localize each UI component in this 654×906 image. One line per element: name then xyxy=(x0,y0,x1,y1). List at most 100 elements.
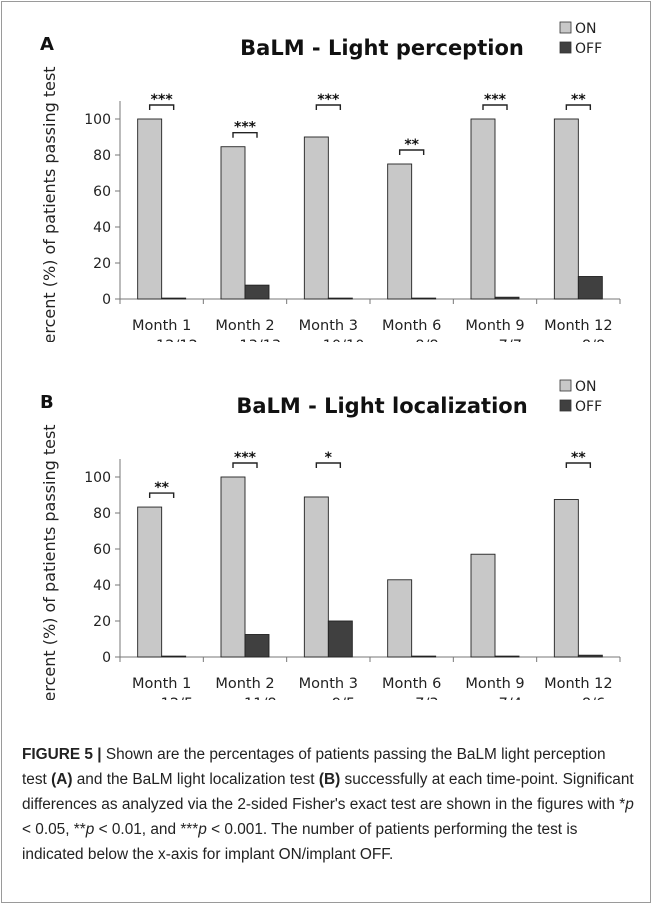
bar-on-month-12 xyxy=(553,499,579,658)
legend-label-off: OFF xyxy=(575,41,602,57)
legend-swatch-off xyxy=(559,41,572,54)
legend-label-on: ON xyxy=(575,21,597,37)
y-tick-label: 20 xyxy=(93,256,111,272)
x-category-label: Month 9 xyxy=(465,318,524,334)
significance-bracket xyxy=(315,104,342,110)
panel-letter: B xyxy=(40,392,54,413)
x-category-label: Month 2 xyxy=(215,318,274,334)
significance-bracket xyxy=(148,104,175,110)
y-axis-label: Percent (%) of patients passing test xyxy=(40,66,59,342)
significance-marker: ** xyxy=(154,480,169,496)
x-category-label: Month 1 xyxy=(132,318,191,334)
panel-b-chart: B BaLM - Light localization ON OFF Percent (… xyxy=(40,379,621,700)
significance-marker: *** xyxy=(234,450,257,466)
significance-marker: *** xyxy=(484,92,507,108)
bar-on-month-12 xyxy=(553,118,579,300)
significance-marker: ** xyxy=(404,137,419,153)
y-tick-label: 0 xyxy=(102,650,111,666)
bar-off-month-12 xyxy=(577,276,603,300)
x-category-label: Month 2 xyxy=(215,676,274,692)
x-category-label: Month 3 xyxy=(299,676,358,692)
x-n-label: n = 10/10 xyxy=(292,338,364,342)
significance-marker: *** xyxy=(317,92,340,108)
y-tick-label: 20 xyxy=(93,614,111,630)
bar-on-month-6 xyxy=(387,163,413,300)
y-tick-label: 0 xyxy=(102,292,111,308)
x-n-label: n = 12/12 xyxy=(125,338,197,342)
significance-bracket xyxy=(315,462,342,468)
x-n-label: n = 8/8 xyxy=(385,338,439,342)
x-category-label: Month 9 xyxy=(465,676,524,692)
y-axis-label: Percent (%) of patients passing test xyxy=(40,424,59,700)
y-tick-label: 80 xyxy=(93,148,111,164)
x-category-label: Month 6 xyxy=(382,318,441,334)
significance-bracket xyxy=(232,462,258,468)
bar-on-month-2 xyxy=(220,146,246,300)
significance-marker: ** xyxy=(571,450,586,466)
legend-label-off: OFF xyxy=(575,399,602,415)
chart-title: BaLM - Light perception xyxy=(240,36,524,60)
legend-swatch-on xyxy=(559,379,572,392)
bar-off-month-9 xyxy=(494,655,520,658)
significance-marker: ** xyxy=(571,92,586,108)
x-n-label: n = 12/5 xyxy=(130,696,193,700)
x-n-label: n = 11/8 xyxy=(213,696,276,700)
panel-letter: A xyxy=(40,34,54,55)
significance-bracket xyxy=(148,492,175,499)
y-tick-label: 40 xyxy=(93,220,111,236)
bar-on-month-9 xyxy=(470,118,496,300)
bar-off-month-3 xyxy=(327,620,353,658)
significance-marker: * xyxy=(325,450,333,466)
bar-on-month-3 xyxy=(303,136,329,300)
significance-bracket xyxy=(398,149,425,155)
x-category-label: Month 12 xyxy=(544,318,613,334)
panel-a-chart: A BaLM - Light perception ON OFF Percent (%)… xyxy=(40,21,621,342)
x-n-label: n = 7/7 xyxy=(468,338,522,342)
caption-label: FIGURE 5 | xyxy=(22,746,102,763)
x-category-label: Month 6 xyxy=(382,676,441,692)
y-tick-label: 100 xyxy=(84,470,111,486)
x-n-label: n = 7/3 xyxy=(385,696,439,700)
x-n-label: n = 9/5 xyxy=(301,696,355,700)
bar-off-month-6 xyxy=(411,297,437,300)
bar-off-month-6 xyxy=(411,655,437,658)
significance-marker: *** xyxy=(234,120,257,136)
x-n-label: n = 8/8 xyxy=(551,338,605,342)
bar-on-month-2 xyxy=(220,476,246,658)
significance-bracket xyxy=(565,104,592,110)
bar-on-month-9 xyxy=(470,553,496,658)
y-tick-label: 100 xyxy=(84,112,111,128)
y-tick-label: 60 xyxy=(93,184,111,200)
x-category-label: Month 3 xyxy=(299,318,358,334)
bar-on-month-1 xyxy=(137,118,163,300)
significance-marker: *** xyxy=(151,92,174,108)
significance-bracket xyxy=(565,462,592,468)
bar-on-month-3 xyxy=(303,496,329,658)
figure-caption: FIGURE 5 | Shown are the percentages of … xyxy=(22,742,634,867)
bar-off-month-2 xyxy=(244,284,270,300)
x-category-label: Month 1 xyxy=(132,676,191,692)
bar-off-month-1 xyxy=(161,655,187,658)
x-n-label: n = 8/6 xyxy=(551,696,605,700)
y-tick-label: 40 xyxy=(93,578,111,594)
chart-title: BaLM - Light localization xyxy=(236,394,527,418)
significance-bracket xyxy=(482,104,508,110)
caption-text: Shown are the percentages of patients pa… xyxy=(22,746,634,863)
bar-off-month-12 xyxy=(577,654,603,658)
x-n-label: n = 7/4 xyxy=(468,696,522,700)
x-category-label: Month 12 xyxy=(544,676,613,692)
significance-bracket xyxy=(232,132,258,138)
bar-on-month-6 xyxy=(387,579,413,658)
bar-off-month-3 xyxy=(327,297,353,300)
bar-on-month-1 xyxy=(137,506,163,658)
x-n-label: n = 13/13 xyxy=(209,338,281,342)
y-tick-label: 60 xyxy=(93,542,111,558)
legend-swatch-off xyxy=(559,399,572,412)
bar-off-month-2 xyxy=(244,634,270,658)
legend-label-on: ON xyxy=(575,379,597,395)
bar-off-month-1 xyxy=(161,297,187,300)
y-tick-label: 80 xyxy=(93,506,111,522)
legend-swatch-on xyxy=(559,21,572,34)
bar-off-month-9 xyxy=(494,296,520,300)
